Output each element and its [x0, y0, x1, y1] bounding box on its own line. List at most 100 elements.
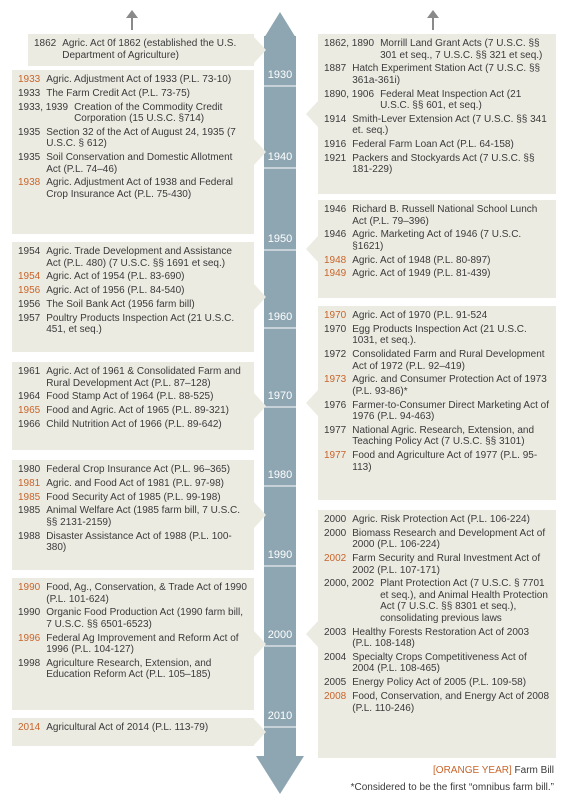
- farm-bill-year: 1981: [18, 477, 41, 489]
- farm-bill-year: 1985: [18, 491, 41, 503]
- entry-year: 1956: [18, 298, 41, 310]
- entry-text: Food and Agriculture Act of 1977 (P.L. 9…: [352, 450, 538, 473]
- left-group-1862: 1862 Agric. Act 0f 1862 (established the …: [28, 34, 266, 66]
- entry-text: Smith-Lever Extension Act (7 U.S.C. §§ 3…: [352, 113, 547, 137]
- entry-text: Organic Food Production Act (1990 farm b…: [46, 607, 244, 630]
- entry-text: The Farm Credit Act (P.L. 73-75): [46, 87, 191, 99]
- entry-year: 1977: [324, 424, 347, 436]
- legend-meaning: Farm Bill: [514, 765, 554, 776]
- timeline-entry: 1887 Hatch Experiment Station Act (7 U.S.…: [324, 63, 550, 86]
- decade-label-1930: 1930: [267, 69, 293, 81]
- timeline-entry: 1957 Poultry Products Inspection Act (21 …: [18, 313, 248, 336]
- timeline-entry: 1970 Agric. Act of 1970 (P.L. 91-524: [324, 310, 550, 322]
- timeline-entry: 1914 Smith-Lever Extension Act (7 U.S.C. …: [324, 114, 550, 137]
- entry-year: 1935: [18, 126, 41, 138]
- entry-year: 1976: [324, 399, 347, 411]
- timeline-entry: 1990 Food, Ag., Conservation, & Trade Act…: [18, 582, 248, 605]
- entry-text: Specialty Crops Competitiveness Act of 2…: [352, 651, 527, 675]
- entry-text: Animal Welfare Act (1985 farm bill, 7 U.…: [46, 505, 241, 528]
- timeline-entry: 1973 Agric. and Consumer Protection Act o…: [324, 374, 550, 397]
- timeline-entry: 1996 Federal Ag Improvement and Reform Ac…: [18, 633, 248, 656]
- left-up-arrow-icon: [126, 10, 138, 30]
- entry-year: 1980: [18, 464, 41, 475]
- entry-text: Farm Security and Rural Investment Act o…: [352, 553, 541, 576]
- left-group-2010s: 2014 Agricultural Act of 2014 (P.L. 113-7…: [12, 718, 266, 746]
- entry-text: Healthy Forests Restoration Act of 2003 …: [352, 626, 530, 650]
- timeline-entry: 1946 Agric. Marketing Act of 1946 (7 U.S.…: [324, 229, 550, 252]
- farm-bill-year: 1996: [18, 632, 41, 644]
- timeline-entry: 1966 Child Nutrition Act of 1966 (P.L. 89…: [18, 419, 248, 431]
- entry-text: Agric. Act of 1970 (P.L. 91-524: [352, 310, 488, 321]
- entry-text: Consolidated Farm and Rural Development …: [352, 349, 545, 372]
- entry-text: Agric. and Food Act of 1981 (P.L. 97-98): [46, 477, 224, 489]
- farm-bill-year: 1954: [18, 271, 41, 283]
- timeline-entry: 1954 Agric. Act of 1954 (P.L. 83-690): [18, 271, 248, 283]
- farm-bill-year: 1948: [324, 254, 347, 266]
- entry-text: Poultry Products Inspection Act (21 U.S.…: [46, 312, 235, 336]
- entry-text: Egg Products Inspection Act (21 U.S.C. 1…: [352, 323, 527, 347]
- entry-text: Agric. Act 0f 1862 (established the U.S.…: [62, 38, 237, 61]
- left-group-1960s: 1961 Agric. Act of 1961 & Consolidated Fa…: [12, 362, 266, 450]
- entry-year: 2000: [324, 514, 347, 525]
- entry-year: 1862, 1890: [324, 38, 375, 49]
- farm-bill-year: 2008: [324, 691, 347, 703]
- entry-text: Morrill Land Grant Acts (7 U.S.C. §§ 301…: [380, 38, 543, 61]
- entry-text: Federal Farm Loan Act (P.L. 64-158): [352, 139, 514, 151]
- right-group-1940s: 1946 Richard B. Russell National School L…: [306, 200, 556, 298]
- timeline-entry: 1935 Soil Conservation and Domestic Allot…: [18, 152, 248, 175]
- right-group-pre1930: 1862, 1890 Morrill Land Grant Acts (7 U.S…: [306, 34, 556, 194]
- entry-year: 1964: [18, 391, 41, 403]
- decade-label-1970: 1970: [267, 390, 293, 402]
- farm-bill-year: 1933: [18, 74, 41, 85]
- decade-label-1960: 1960: [267, 311, 293, 323]
- timeline-entry: 1985 Food Security Act of 1985 (P.L. 99-1…: [18, 492, 248, 504]
- entry-year: 1890, 1906: [324, 88, 375, 100]
- timeline-entry: 1977 National Agric. Research, Extension,…: [324, 425, 550, 448]
- entry-year: 1988: [18, 530, 41, 542]
- entry-text: Federal Ag Improvement and Reform Act of…: [46, 632, 239, 656]
- timeline-entry: 1972 Consolidated Farm and Rural Developm…: [324, 349, 550, 372]
- entry-text: Child Nutrition Act of 1966 (P.L. 89-642…: [46, 418, 222, 430]
- right-group-2000s: 2000 Agric. Risk Protection Act (P.L. 106…: [306, 510, 556, 758]
- entry-year: 1954: [18, 246, 41, 257]
- entry-text: Federal Crop Insurance Act (P.L. 96–365): [46, 464, 231, 475]
- timeline-entry: 2014 Agricultural Act of 2014 (P.L. 113-7…: [18, 722, 248, 734]
- farm-bill-year: 1990: [18, 582, 41, 593]
- entry-year: 1961: [18, 366, 41, 377]
- entry-text: Agric. Act of 1956 (P.L. 84-540): [46, 285, 185, 297]
- timeline-entry: 2002 Farm Security and Rural Investment A…: [324, 553, 550, 576]
- right-up-arrow-icon: [427, 10, 439, 30]
- entry-text: Farmer-to-Consumer Direct Marketing Act …: [352, 399, 549, 423]
- farm-bill-year: 2014: [18, 722, 41, 733]
- entry-year: 1998: [18, 657, 41, 669]
- farm-bill-year: 1949: [324, 268, 347, 280]
- timeline-entry: 1933, 1939 Creation of the Commodity Cred…: [18, 102, 248, 125]
- entry-year: 1862: [34, 38, 57, 49]
- timeline-entry: 1938 Agric. Adjustment Act of 1938 and Fe…: [18, 177, 248, 200]
- entry-text: Section 32 of the Act of August 24, 1935…: [46, 126, 236, 150]
- entry-text: Agric. Adjustment Act of 1933 (P.L. 73-1…: [46, 74, 232, 85]
- entry-text: Agricultural Act of 2014 (P.L. 113-79): [46, 722, 209, 733]
- timeline-entry: 1998 Agriculture Research, Extension, and…: [18, 658, 248, 681]
- entry-year: 1990: [18, 607, 41, 619]
- timeline-entry: 1976 Farmer-to-Consumer Direct Marketing …: [324, 400, 550, 423]
- timeline-bar: [256, 12, 304, 794]
- entry-year: 1966: [18, 418, 41, 430]
- entry-text: Food and Agric. Act of 1965 (P.L. 89-321…: [46, 405, 229, 417]
- timeline-entry: 1981 Agric. and Food Act of 1981 (P.L. 97…: [18, 478, 248, 490]
- left-group-1930s: 1933 Agric. Adjustment Act of 1933 (P.L. …: [12, 70, 266, 234]
- farm-bill-year: 1977: [324, 450, 347, 462]
- timeline-entry: 2003 Healthy Forests Restoration Act of 2…: [324, 627, 550, 650]
- timeline-entry: 1862, 1890 Morrill Land Grant Acts (7 U.S…: [324, 38, 550, 61]
- timeline-entry: 1935 Section 32 of the Act of August 24, …: [18, 127, 248, 150]
- farm-bill-year: 1938: [18, 177, 41, 189]
- timeline-entry: 1956 The Soil Bank Act (1956 farm bill): [18, 299, 248, 311]
- timeline-entry: 2004 Specialty Crops Competitiveness Act …: [324, 652, 550, 675]
- entry-year: 2000, 2002: [324, 578, 375, 590]
- entry-text: Agriculture Research, Extension, and Edu…: [46, 657, 212, 681]
- entry-text: Agric. Act of 1949 (P.L. 81-439): [352, 268, 491, 280]
- farm-bill-year: 1956: [18, 285, 41, 297]
- timeline-entry: 2005 Energy Policy Act of 2005 (P.L. 109-…: [324, 677, 550, 689]
- entry-year: 1946: [324, 204, 347, 215]
